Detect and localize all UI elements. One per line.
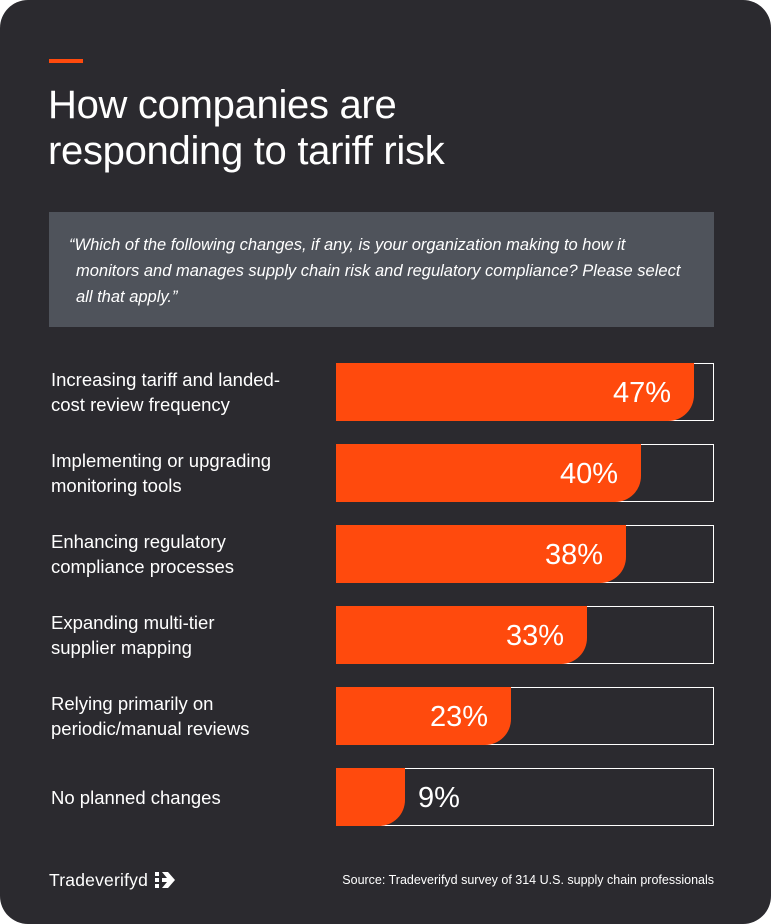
bar-label-lines: Relying primarily on periodic/manual revi… xyxy=(51,691,249,741)
bar-value-label: 23% xyxy=(429,701,488,733)
bar xyxy=(335,767,405,826)
bar-track: 47% xyxy=(335,362,714,421)
bar-track: 40% xyxy=(335,443,714,502)
bar-label-line: periodic/manual reviews xyxy=(51,718,250,739)
accent-line xyxy=(49,59,83,63)
source-note: Source: Tradeverifyd survey of 314 U.S. … xyxy=(342,873,714,887)
page-title: How companies are responding to tariff r… xyxy=(48,82,688,174)
bar xyxy=(335,362,694,421)
bar-label-line: Relying primarily on xyxy=(51,693,214,714)
title-line-2: responding to tariff risk xyxy=(48,129,445,173)
bar-label-lines: Increasing tariff and landed-cost review… xyxy=(51,367,280,417)
bar-label: Expanding multi-tier supplier mappingExp… xyxy=(51,606,326,664)
bar-label-line: Increasing tariff and landed- xyxy=(51,369,281,390)
bar-label: Enhancing regulatory compliance processe… xyxy=(51,525,326,583)
bar xyxy=(335,524,626,583)
brand-name: Tradeverifyd xyxy=(49,869,149,890)
bar-value-label: 47% xyxy=(612,377,671,409)
title-line-1: How companies are xyxy=(48,83,397,127)
tradeverifyd-logo-icon xyxy=(155,872,176,888)
bar-label-line: Enhancing regulatory xyxy=(51,531,226,552)
brand-logo: Tradeverifyd xyxy=(49,868,177,892)
bar-label-line: Implementing or upgrading xyxy=(51,450,272,471)
bar-label: No planned changesNo planned changes xyxy=(51,768,326,826)
survey-question-box: “Which of the following changes, if any,… xyxy=(49,212,714,327)
bar-value-label: 40% xyxy=(559,458,618,490)
bar xyxy=(335,605,587,664)
bar-label-lines: No planned changes xyxy=(51,785,221,810)
bar-value-label: 33% xyxy=(505,620,564,652)
bar xyxy=(335,443,641,502)
bar xyxy=(335,686,511,745)
bar-track: 38% xyxy=(335,524,714,583)
bar-value-label: 9% xyxy=(418,782,460,814)
bar-track: 23% xyxy=(335,686,714,745)
bar-label-lines: Expanding multi-tier supplier mapping xyxy=(51,610,215,660)
bar-value-label: 38% xyxy=(544,539,603,571)
bar-label: Relying primarily on periodic/manual rev… xyxy=(51,687,326,745)
bar-track: 33% xyxy=(335,605,714,664)
bar-label-line: Expanding multi-tier xyxy=(51,612,215,633)
bar-label: Increasing tariff and landed-cost review… xyxy=(51,363,326,421)
bar-label-lines: Enhancing regulatory compliance processes xyxy=(51,529,234,579)
bar-label-line: cost review frequency xyxy=(51,394,230,415)
bar-label-line: monitoring tools xyxy=(51,475,182,496)
survey-question-text: “Which of the following changes, if any,… xyxy=(69,236,681,306)
bar-track: 9% xyxy=(335,767,714,826)
bar-label-line: compliance processes xyxy=(51,556,235,577)
bar-label-line: No planned changes xyxy=(51,786,221,808)
bar-label-line: supplier mapping xyxy=(51,637,192,658)
bar-label-lines: Implementing or upgrading monitoring tool… xyxy=(51,448,271,498)
bar-label: Implementing or upgrading monitoring too… xyxy=(51,444,326,502)
